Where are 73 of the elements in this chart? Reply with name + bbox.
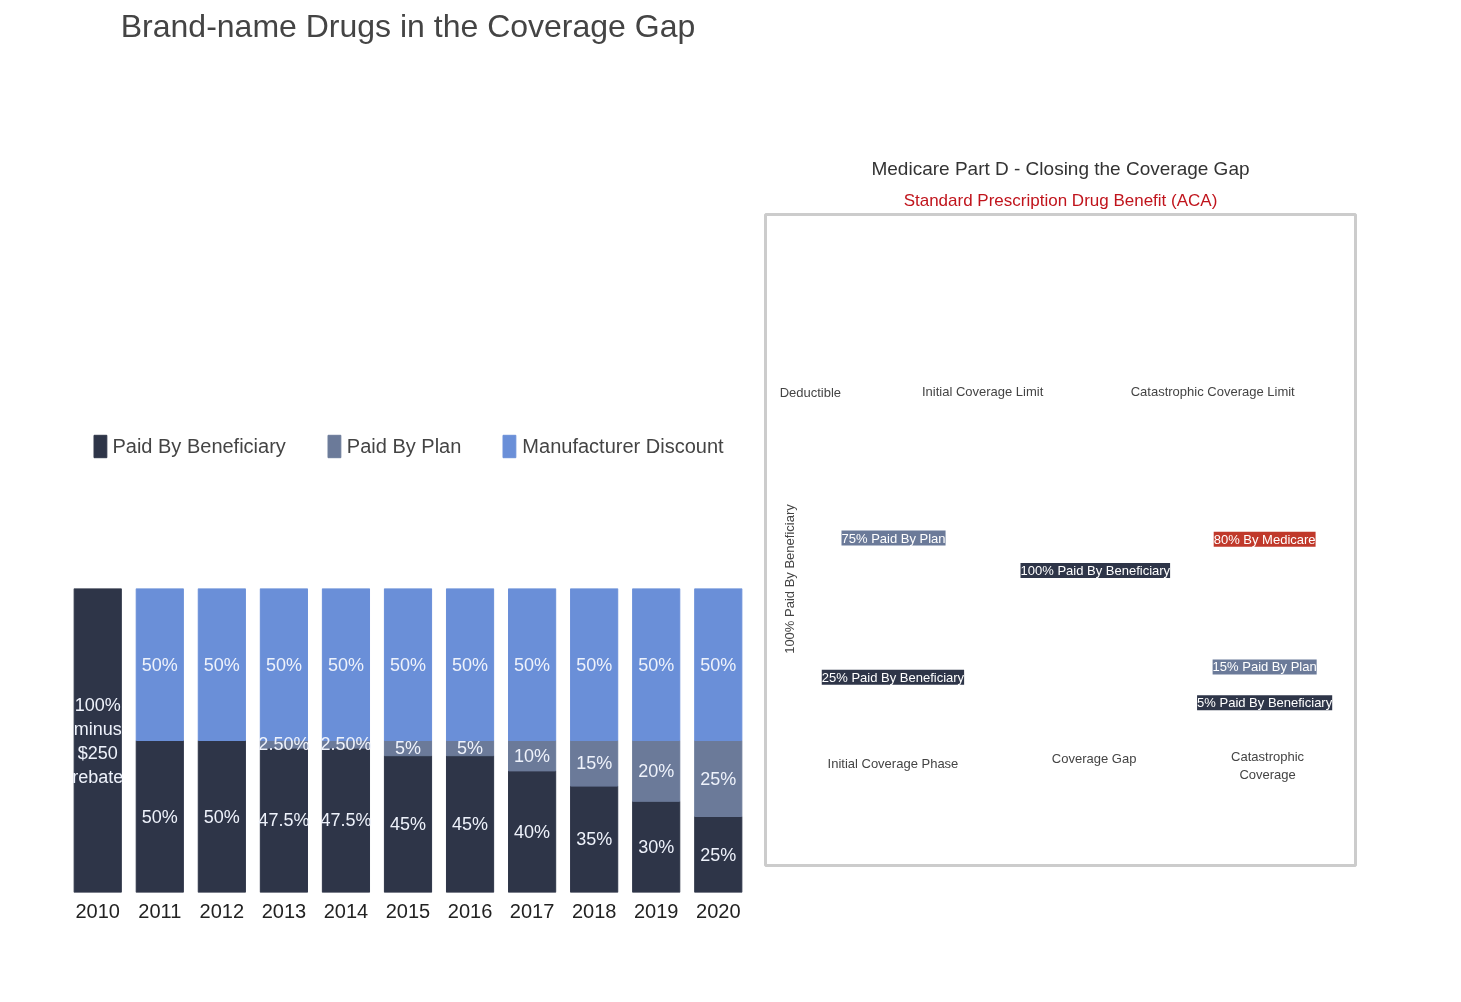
bar bbox=[197, 588, 246, 741]
bar bbox=[445, 755, 495, 893]
data-label: 50% bbox=[327, 654, 364, 675]
data-label: 5% bbox=[394, 738, 422, 759]
text: 100% Paid By Beneficiary bbox=[1020, 563, 1171, 579]
text: 100% Paid By Beneficiary bbox=[781, 503, 797, 654]
text: 75% Paid By Plan bbox=[841, 530, 946, 546]
text: 5% Paid By Beneficiary bbox=[1197, 695, 1333, 711]
text: 15% Paid By Plan bbox=[1212, 659, 1317, 675]
bar bbox=[570, 588, 619, 741]
legend-label: Paid By Plan bbox=[346, 434, 462, 458]
data-label: 5% bbox=[457, 738, 484, 759]
bar bbox=[632, 588, 681, 741]
bar bbox=[135, 740, 184, 893]
bar bbox=[694, 740, 743, 817]
data-label: 25% bbox=[700, 844, 737, 865]
data-label: 50% bbox=[452, 654, 489, 675]
bar bbox=[632, 800, 681, 893]
x-tick-label: 2016 bbox=[447, 899, 493, 922]
x-tick-label: 2017 bbox=[509, 899, 555, 922]
bar bbox=[694, 816, 743, 893]
bar bbox=[632, 740, 681, 802]
data-label: 35% bbox=[576, 829, 613, 850]
text: Standard Prescription Drug Benefit (ACA) bbox=[903, 190, 1218, 210]
data-label: 50% bbox=[514, 654, 551, 675]
data-label: 50% bbox=[638, 654, 675, 675]
text: 80% By Medicare bbox=[1213, 531, 1316, 547]
data-label: 10% bbox=[514, 745, 551, 766]
data-label: 30% bbox=[638, 836, 675, 857]
chart-title: Brand-name Drugs in the Coverage Gap bbox=[120, 7, 696, 44]
bar bbox=[383, 588, 433, 741]
x-tick-label: 2011 bbox=[138, 899, 182, 922]
data-label: 25% bbox=[700, 768, 737, 789]
text: Initial Coverage Limit bbox=[921, 384, 1044, 400]
data-label: 20% bbox=[638, 760, 675, 781]
x-tick-label: 2012 bbox=[199, 899, 245, 922]
data-label: 45% bbox=[389, 814, 427, 835]
data-label: 15% bbox=[576, 753, 613, 774]
bar bbox=[135, 588, 184, 741]
data-label: 45% bbox=[452, 814, 489, 835]
data-label: 50% bbox=[203, 806, 240, 827]
x-tick-label: 2018 bbox=[571, 899, 617, 922]
data-label: 50% bbox=[141, 654, 178, 675]
bar bbox=[445, 588, 495, 741]
text: Medicare Part D - Closing the Coverage Gap bbox=[871, 157, 1250, 179]
data-label: 50% bbox=[576, 654, 613, 675]
text: Catastrophic Coverage Limit bbox=[1130, 384, 1296, 400]
data-label: 50% bbox=[700, 654, 737, 675]
text: Initial Coverage Phase bbox=[827, 755, 959, 771]
data-label: 50% bbox=[203, 654, 240, 675]
legend-label: Manufacturer Discount bbox=[522, 434, 724, 458]
bar bbox=[73, 588, 122, 893]
x-tick-label: 2019 bbox=[633, 899, 679, 922]
bar bbox=[508, 770, 557, 893]
x-tick-label: 2014 bbox=[323, 899, 369, 922]
bar bbox=[508, 588, 557, 741]
bar bbox=[694, 588, 743, 741]
data-label: 50% bbox=[141, 806, 178, 827]
x-tick-label: 2013 bbox=[261, 899, 307, 922]
bar bbox=[570, 785, 619, 893]
text: Coverage Gap bbox=[1051, 751, 1137, 767]
legend-label: Paid By Beneficiary bbox=[112, 434, 286, 458]
bar bbox=[383, 755, 433, 893]
data-label: 40% bbox=[514, 821, 551, 842]
x-tick-label: 2020 bbox=[696, 899, 741, 922]
data-label: 50% bbox=[265, 654, 302, 675]
data-label: 50% bbox=[389, 654, 427, 675]
text: Catastrophic Coverage bbox=[1231, 749, 1305, 783]
x-tick-label: 2010 bbox=[75, 899, 120, 922]
bar bbox=[197, 740, 246, 893]
text: 25% Paid By Beneficiary bbox=[821, 669, 965, 685]
x-tick-label: 2015 bbox=[385, 899, 431, 922]
text: Deductible bbox=[779, 385, 842, 401]
